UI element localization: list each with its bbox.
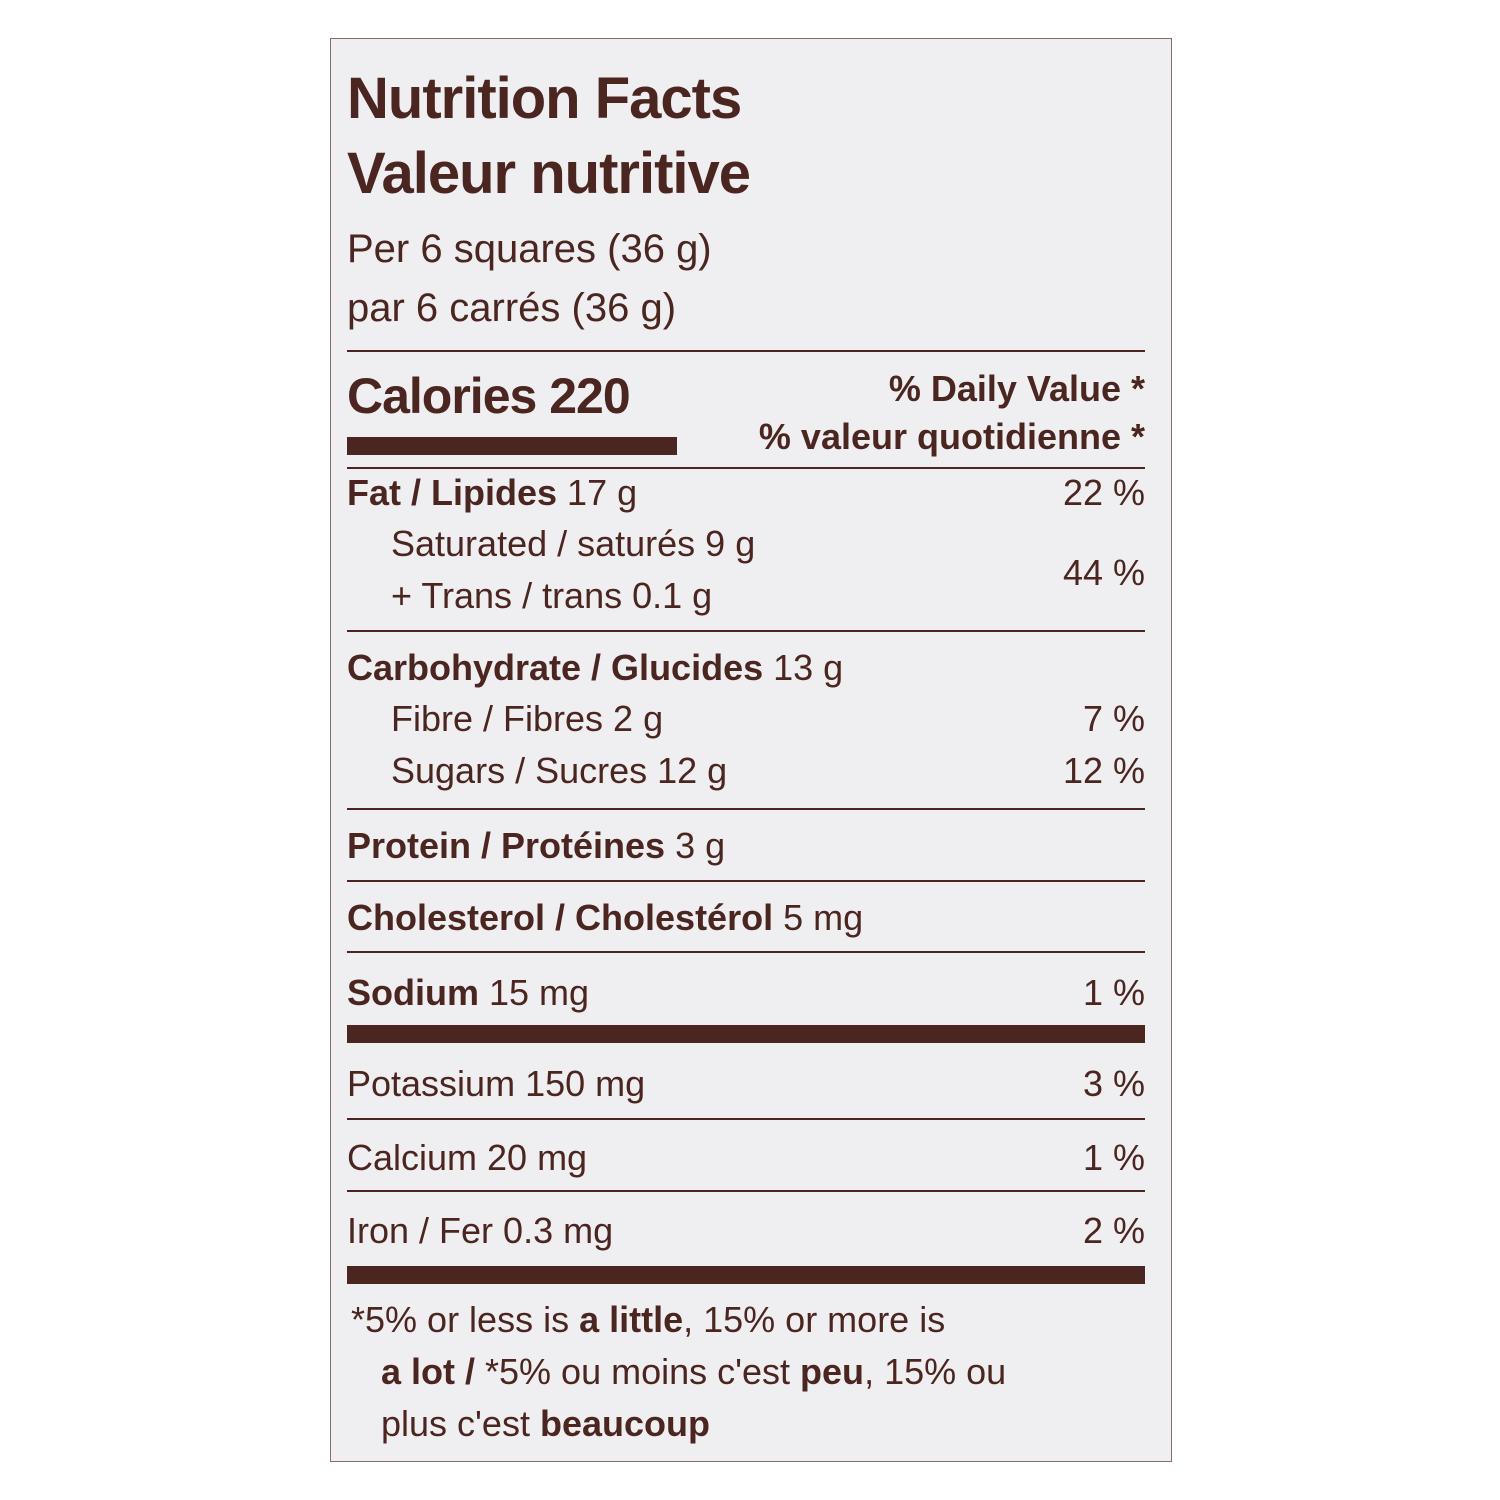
saturated: Saturated / saturés 9 g xyxy=(391,523,756,564)
amount: 3 g xyxy=(675,825,726,866)
dv: 3 % xyxy=(1082,1063,1145,1104)
nutrient-name: Fat / Lipides xyxy=(347,472,558,513)
carbohydrate-row: Carbohydrate / Glucides 13 g xyxy=(347,646,843,690)
footnote-text: beaucoup xyxy=(539,1403,710,1444)
footnote-text: a little xyxy=(579,1299,684,1340)
dv-header-fr: % valeur quotidienne * xyxy=(758,416,1145,457)
fat-row: Fat / Lipides 17 g xyxy=(347,471,637,515)
footnote-text: *5% or less is xyxy=(351,1299,580,1340)
nutrient-name: Protein / Protéines xyxy=(347,825,666,866)
footnote-text: plus c'est xyxy=(381,1403,540,1444)
footnote-text: *5% ou moins c'est xyxy=(485,1351,801,1392)
amount: 13 g xyxy=(773,647,844,688)
cholesterol-row: Cholesterol / Cholestérol 5 mg xyxy=(347,896,863,940)
iron: Iron / Fer 0.3 mg xyxy=(347,1210,614,1251)
calcium: Calcium 20 mg xyxy=(347,1137,588,1178)
thick-rule xyxy=(347,1266,1145,1284)
rule xyxy=(347,630,1145,632)
trans: + Trans / trans 0.1 g xyxy=(391,575,713,616)
sugars: Sugars / Sucres 12 g xyxy=(391,750,728,791)
dv-header-en: % Daily Value * xyxy=(888,368,1145,409)
rule xyxy=(347,1118,1145,1120)
nutrient-name: Sodium xyxy=(347,972,479,1013)
nutrition-label: Nutrition Facts Valeur nutritive Per 6 s… xyxy=(330,38,1172,1462)
amount: 17 g xyxy=(567,472,638,513)
serving-en: Per 6 squares (36 g) xyxy=(347,227,712,271)
dv: 44 % xyxy=(1062,552,1145,593)
rule xyxy=(347,951,1145,953)
footnote-text: a lot / xyxy=(381,1351,486,1392)
dv: 2 % xyxy=(1082,1210,1145,1251)
serving-fr: par 6 carrés (36 g) xyxy=(347,286,677,330)
title-fr: Valeur nutritive xyxy=(347,141,751,206)
dv: 12 % xyxy=(1062,750,1145,791)
rule xyxy=(347,350,1145,352)
rule xyxy=(347,467,1145,469)
dv: 1 % xyxy=(1082,972,1145,1013)
protein-row: Protein / Protéines 3 g xyxy=(347,824,725,868)
dv: 7 % xyxy=(1082,698,1145,739)
dv: 22 % xyxy=(1062,472,1145,513)
rule xyxy=(347,880,1145,882)
calories: Calories 220 xyxy=(347,368,631,424)
nutrient-name: Carbohydrate / Glucides xyxy=(347,647,764,688)
footnote-text: , 15% ou xyxy=(864,1351,1007,1392)
sodium-row: Sodium 15 mg xyxy=(347,971,589,1015)
potassium: Potassium 150 mg xyxy=(347,1063,646,1104)
rule xyxy=(347,808,1145,810)
amount: 15 mg xyxy=(489,972,590,1013)
dv: 1 % xyxy=(1082,1137,1145,1178)
footnote-text: peu xyxy=(800,1351,865,1392)
nutrient-name: Cholesterol / Cholestérol xyxy=(347,897,774,938)
footnote-text: , 15% or more is xyxy=(683,1299,946,1340)
thick-rule xyxy=(347,1025,1145,1043)
rule xyxy=(347,1190,1145,1192)
title-en: Nutrition Facts xyxy=(347,66,742,131)
footnote: *5% or less is a little, 15% or more is a… xyxy=(351,1294,1006,1450)
calories-bar xyxy=(347,437,677,455)
fibre: Fibre / Fibres 2 g xyxy=(391,698,664,739)
amount: 5 mg xyxy=(783,897,864,938)
